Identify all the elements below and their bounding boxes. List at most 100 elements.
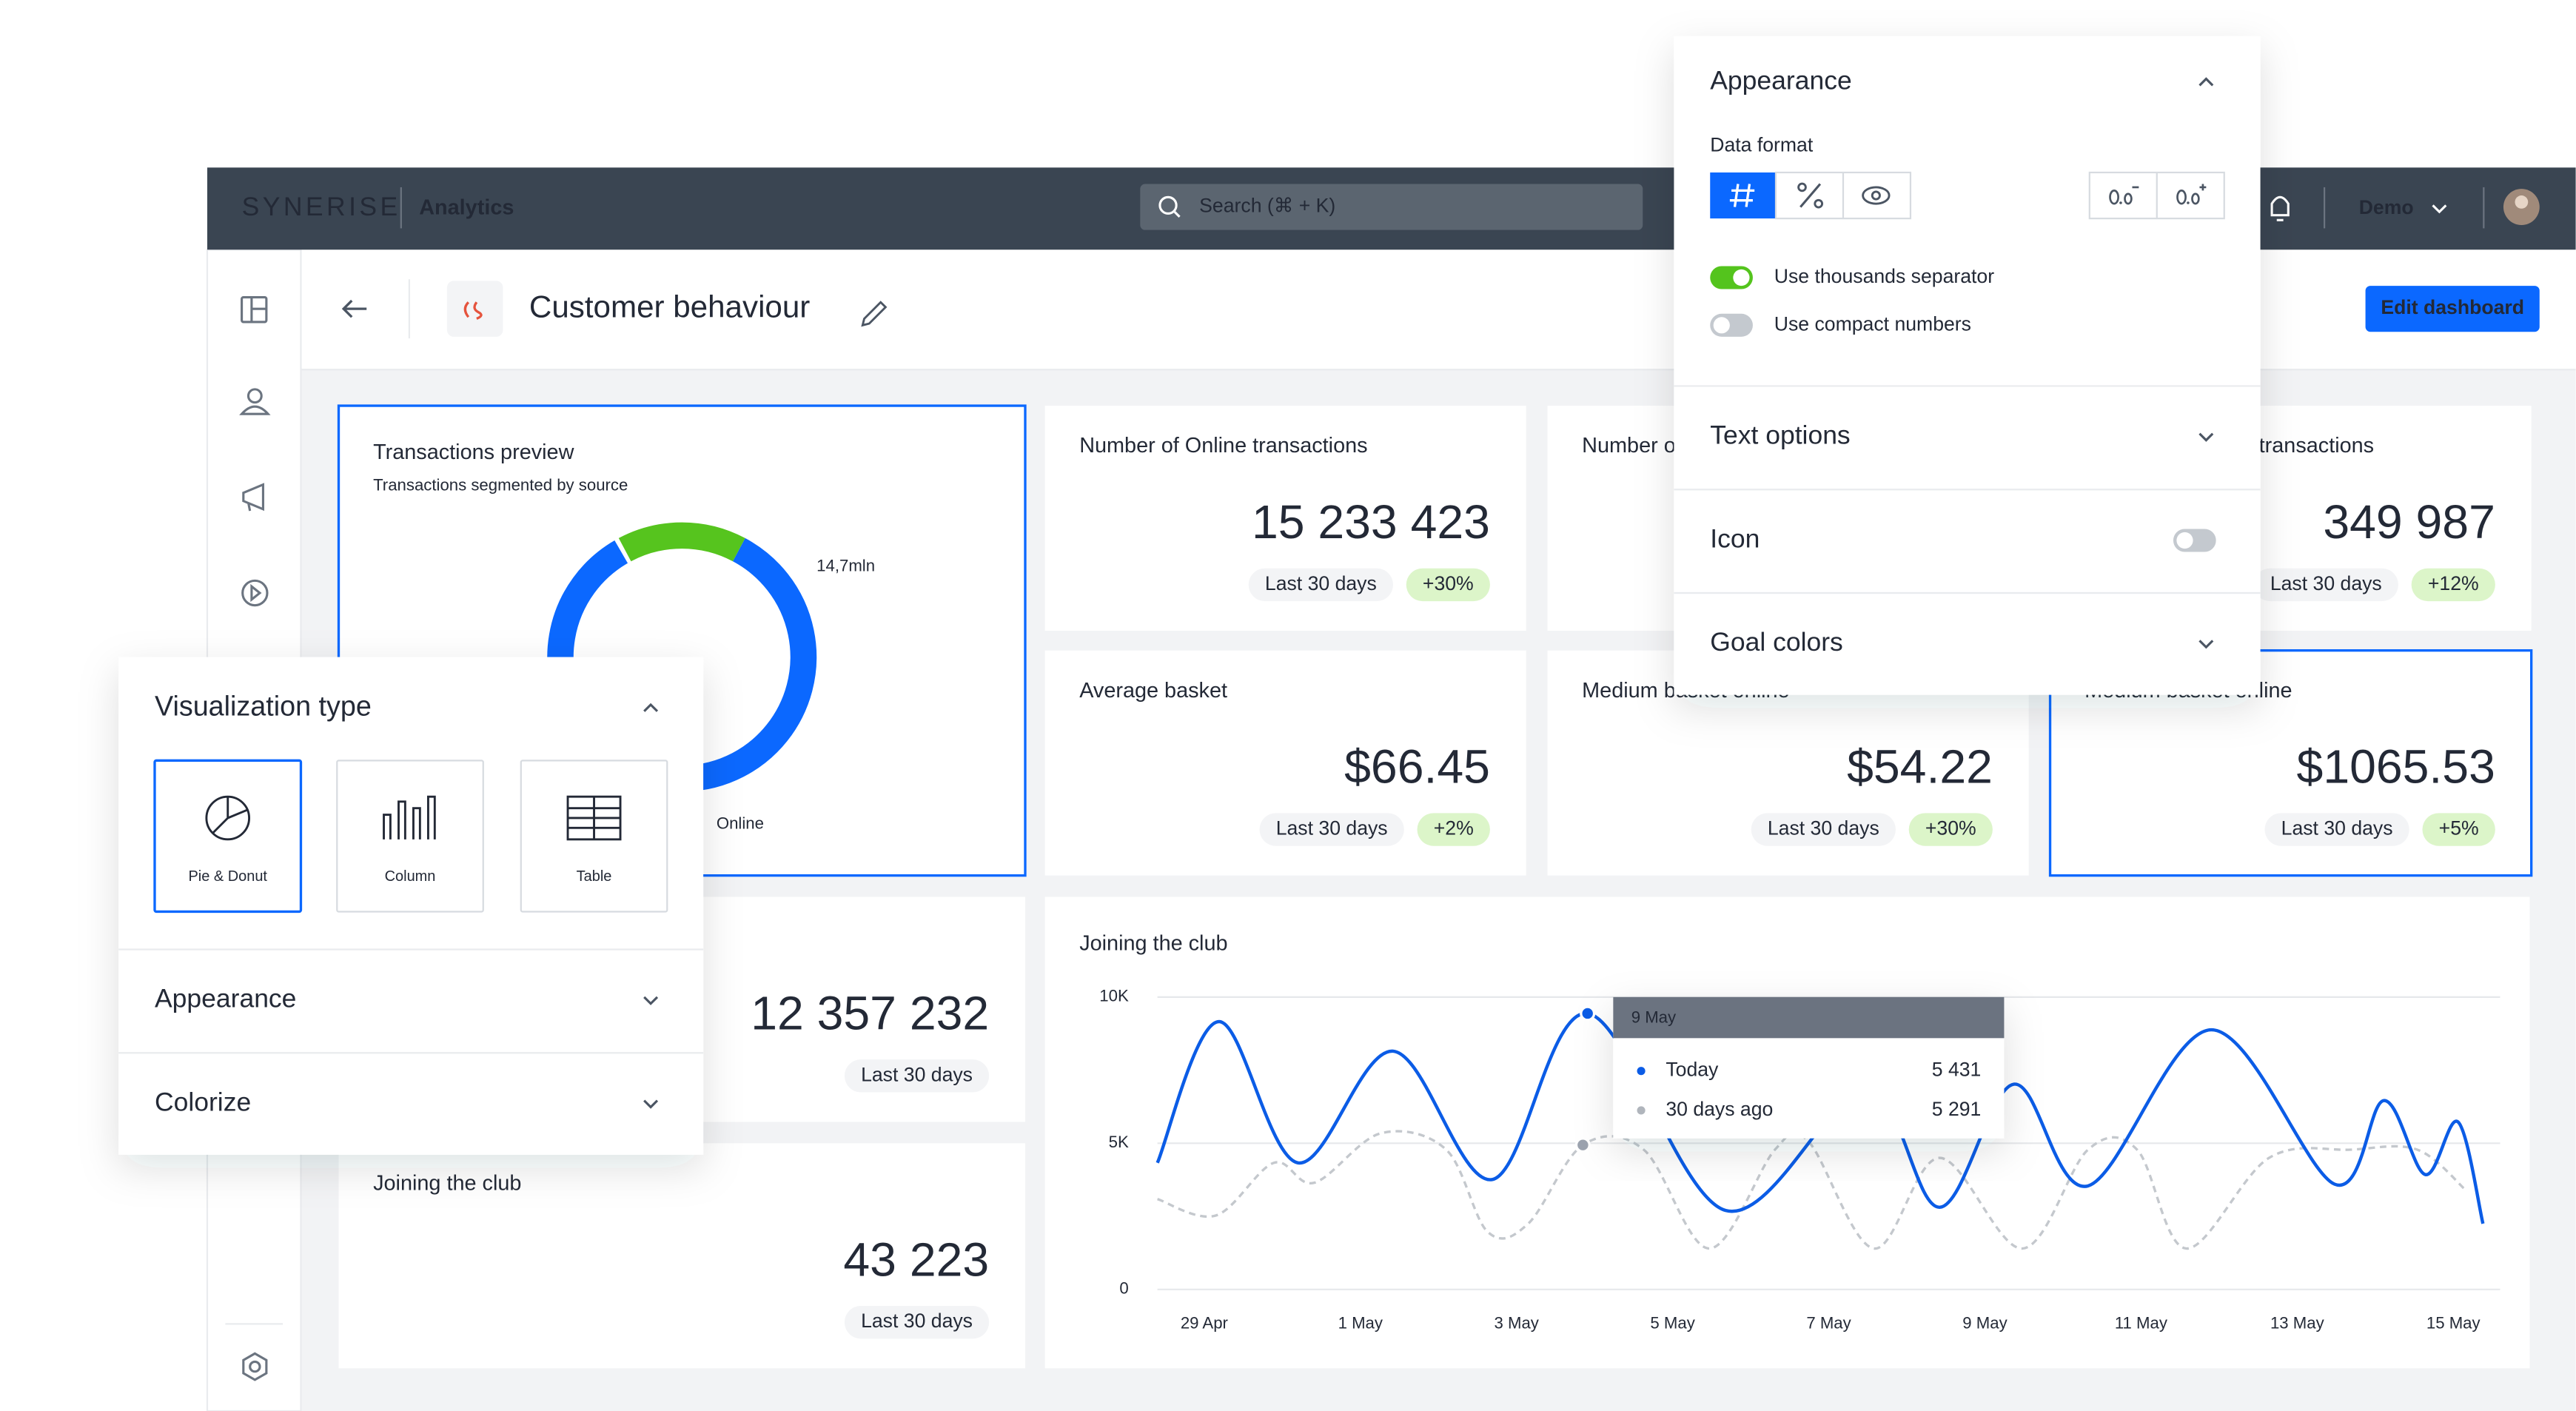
period-badge: Last 30 days: [1768, 817, 1879, 839]
chevron: [2432, 204, 2447, 214]
toggle-label: Use compact numbers: [1774, 312, 1971, 335]
section-name: Analytics: [419, 195, 514, 219]
period-badge: Last 30 days: [1265, 572, 1377, 594]
y-tick-label: 10K: [1099, 987, 1129, 1005]
play-icon[interactable]: [241, 579, 269, 607]
settings-icon[interactable]: [242, 1352, 268, 1381]
x-tick-label: 13 May: [2270, 1313, 2325, 1332]
decimal-icon: [2191, 192, 2200, 205]
x-tick-label: 9 May: [1962, 1313, 2008, 1332]
x-tick-label: 3 May: [1495, 1313, 1540, 1332]
edit-dashboard-label[interactable]: Edit dashboard: [2381, 296, 2524, 318]
legend-dot: [1637, 1067, 1646, 1076]
badge-background: [1417, 813, 1490, 846]
decimal-icon: [2109, 190, 2119, 205]
hash-icon: [1729, 184, 1755, 207]
profile-icon: [239, 405, 271, 415]
percent-icon: [1799, 183, 1822, 208]
panel: [1674, 36, 2261, 695]
change-badge: +2%: [1434, 817, 1474, 839]
x-tick-label: 29 Apr: [1181, 1313, 1229, 1332]
x-tick-label: 11 May: [2115, 1313, 2168, 1332]
decimal-icon: [2119, 201, 2122, 204]
card-title: Number of Online transactions: [1079, 434, 1367, 458]
settings-icon: [249, 1360, 261, 1373]
dashboard-icon: [463, 301, 483, 321]
metric-card: Average basket $66.45 +2% Last 30 days: [1044, 650, 1526, 876]
chevron: [643, 1099, 659, 1109]
section-title[interactable]: Appearance: [155, 984, 296, 1013]
change-badge: +12%: [2428, 572, 2479, 594]
column-icon: [383, 795, 436, 839]
section-title[interactable]: Icon: [1710, 523, 1760, 553]
decimal-icon: [2124, 192, 2133, 205]
toggle-knob: [1733, 269, 1750, 286]
period-badge: Last 30 days: [2281, 817, 2393, 839]
edit-dashboard-button[interactable]: [2365, 286, 2540, 332]
dashboard-icon: [250, 297, 266, 322]
dashboard-title: Customer behaviour: [529, 289, 810, 324]
tooltip-value: 5 291: [1932, 1098, 1982, 1120]
search-icon: [1158, 195, 1178, 215]
eye-icon: [1871, 190, 1881, 201]
metric-card: Number of Online transactions 15 233 423 +…: [1044, 406, 1526, 631]
metric-value: 43 223: [843, 1233, 989, 1286]
section-title[interactable]: Text options: [1710, 420, 1850, 450]
search-box[interactable]: [1140, 184, 1643, 230]
bell-icon[interactable]: [2270, 195, 2290, 221]
toggle-knob: [1713, 317, 1730, 334]
metric-value: $54.22: [1847, 740, 1993, 794]
change-badge: +30%: [1423, 572, 1474, 594]
sidebar-icons: [225, 296, 284, 1381]
metric-value: $66.45: [1344, 740, 1490, 794]
visualization-option[interactable]: [153, 759, 303, 914]
metric-card: Joining the club 43 223 Last 30 days: [338, 1143, 1025, 1369]
section-title[interactable]: Colorize: [155, 1087, 251, 1116]
option-label[interactable]: Pie & Donut: [188, 868, 267, 885]
back-arrow[interactable]: [341, 299, 367, 318]
visualization-option[interactable]: [336, 760, 484, 913]
metric-value: 15 233 423: [1252, 495, 1490, 549]
page-header: Customer behaviour Edit dashboard: [341, 279, 2540, 339]
format-button[interactable]: [1710, 172, 1777, 219]
eye-icon: [1862, 186, 1891, 205]
donut-legend: Online: [717, 814, 764, 833]
percent-icon: [1797, 182, 1807, 192]
donut-segment: [618, 522, 745, 562]
y-tick-label: 5K: [1109, 1133, 1129, 1151]
badge-background: [1751, 813, 1896, 846]
decimal-icon: [2187, 201, 2190, 204]
appearance-panel: Appearance Data format Use thousands separ…: [1674, 36, 2261, 695]
badge-background: [844, 1059, 990, 1093]
visualization-panel: Visualization type Pie & Donut Column Table…: [118, 657, 704, 1155]
tooltip: 9 May Today 5 431 30 days ago 5 291: [1613, 996, 2005, 1139]
profile-icon[interactable]: [246, 388, 263, 404]
badge-background: [844, 1305, 990, 1339]
table-icon: [568, 797, 621, 839]
legend-label: 30 days ago: [1666, 1098, 1773, 1120]
badge-background: [2411, 568, 2495, 602]
card-title: Average basket: [1079, 679, 1227, 703]
campaign-icon[interactable]: [242, 483, 264, 512]
option-label[interactable]: Column: [385, 868, 436, 885]
change-badge: +5%: [2439, 817, 2479, 839]
percent-icon: [1814, 198, 1824, 209]
tooltip-value: 5 431: [1932, 1059, 1982, 1081]
edit-icon[interactable]: [861, 301, 888, 327]
user-menu[interactable]: Demo: [2359, 196, 2414, 218]
badge-background: [1248, 568, 1393, 602]
section-title[interactable]: Goal colors: [1710, 627, 1843, 657]
panel-title: Appearance: [1710, 65, 1851, 95]
y-tick-label: 0: [1119, 1279, 1128, 1298]
tooltip-header: [1613, 996, 2005, 1039]
legend-dot: [1637, 1106, 1646, 1115]
donut-total: 14,7mln: [816, 556, 875, 574]
decimal-icon: [2199, 184, 2207, 191]
option-label[interactable]: Table: [577, 868, 612, 885]
chevron: [643, 703, 659, 712]
badge-background: [1908, 813, 1993, 846]
chevron: [2198, 640, 2214, 649]
avatar-head: [2515, 195, 2529, 209]
badge-background: [1406, 568, 1490, 602]
field-label: Data format: [1710, 134, 1814, 156]
